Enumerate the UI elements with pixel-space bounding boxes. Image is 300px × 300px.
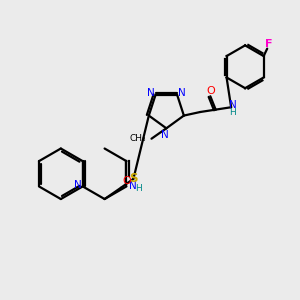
Text: N: N [147, 88, 154, 98]
Text: H: H [229, 108, 236, 117]
Text: H: H [136, 184, 142, 193]
Text: O: O [206, 86, 215, 96]
Text: N: N [74, 180, 82, 190]
Text: N: N [161, 130, 169, 140]
Text: O: O [122, 176, 131, 186]
Text: S: S [129, 172, 138, 185]
Text: N: N [178, 88, 186, 98]
Text: N: N [128, 182, 136, 191]
Text: CH₃: CH₃ [130, 134, 146, 143]
Text: F: F [265, 39, 273, 49]
Text: N: N [229, 100, 236, 110]
